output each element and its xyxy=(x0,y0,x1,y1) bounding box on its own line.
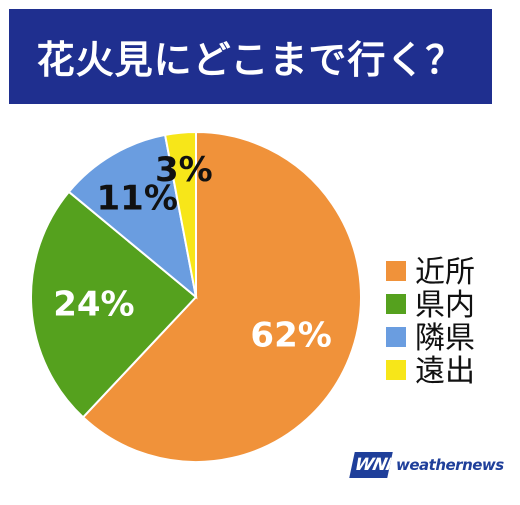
legend-swatch xyxy=(386,360,406,380)
pie-data-label: 3% xyxy=(155,150,213,190)
pie-slice-隣県 xyxy=(67,133,198,300)
legend-swatch xyxy=(386,327,406,347)
wni-logo-mark: WNI xyxy=(349,452,393,478)
pie-slice-近所 xyxy=(81,130,362,463)
pie-labels: 62% 24% 11%3% xyxy=(53,150,332,356)
chart-title: 花火見にどこまで行く？ xyxy=(36,38,465,82)
pie-slices xyxy=(30,130,362,463)
pie-data-label: 62% xyxy=(250,316,331,356)
logo-text: weathernews xyxy=(396,456,504,474)
pie-data-label: 24% xyxy=(53,284,134,324)
legend-label: 隣県 xyxy=(415,321,475,356)
legend-swatch xyxy=(386,261,406,281)
legend-swatch xyxy=(386,294,406,314)
logo-mark-text: WNI xyxy=(352,455,393,475)
weathernews-logo: WNI weathernews xyxy=(349,448,504,482)
legend-label: 県内 xyxy=(415,288,475,323)
title-banner: 花火見にどこまで行く？ xyxy=(9,9,492,104)
legend-label: 遠出 xyxy=(415,354,475,389)
pie-slice-遠出 xyxy=(163,130,197,298)
pie-data-label: 11% xyxy=(97,179,178,219)
pie-slice-県内 xyxy=(30,190,198,419)
legend-label: 近所 xyxy=(415,255,475,290)
